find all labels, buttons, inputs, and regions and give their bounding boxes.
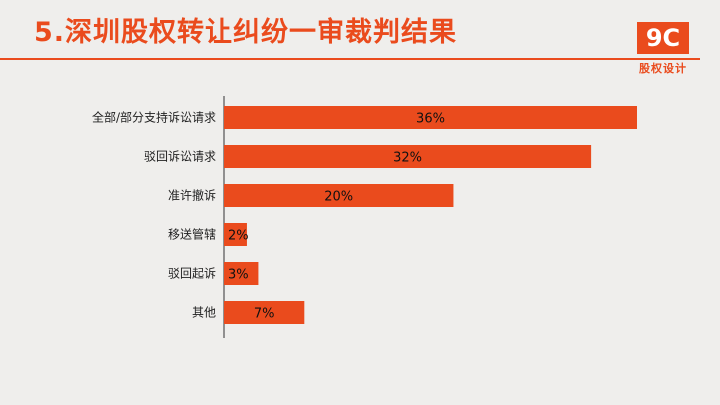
brand-logo: 9C bbox=[637, 22, 689, 54]
bar bbox=[224, 184, 454, 207]
data-label: 7% bbox=[254, 307, 275, 322]
bar bbox=[224, 262, 259, 285]
brand-logo-subtitle: 股权设计 bbox=[639, 62, 687, 75]
title-divider bbox=[0, 58, 700, 60]
data-label: 2% bbox=[228, 229, 249, 244]
bar bbox=[224, 145, 592, 168]
data-label: 36% bbox=[416, 112, 445, 127]
category-label: 准许撤诉 bbox=[168, 188, 216, 203]
data-label: 3% bbox=[228, 268, 249, 283]
category-label: 其他 bbox=[192, 306, 216, 320]
category-label: 全部/部分支持诉讼请求 bbox=[92, 110, 216, 125]
page-title: 5.深圳股权转让纠纷一审裁判结果 bbox=[34, 17, 458, 48]
bar bbox=[224, 301, 305, 324]
data-label: 20% bbox=[324, 190, 353, 205]
data-label: 32% bbox=[393, 151, 422, 166]
category-label: 驳回起诉 bbox=[168, 267, 216, 281]
bar bbox=[224, 223, 247, 246]
category-label: 移送管辖 bbox=[168, 227, 216, 242]
category-label: 驳回诉讼请求 bbox=[144, 150, 216, 164]
bar bbox=[224, 106, 637, 129]
